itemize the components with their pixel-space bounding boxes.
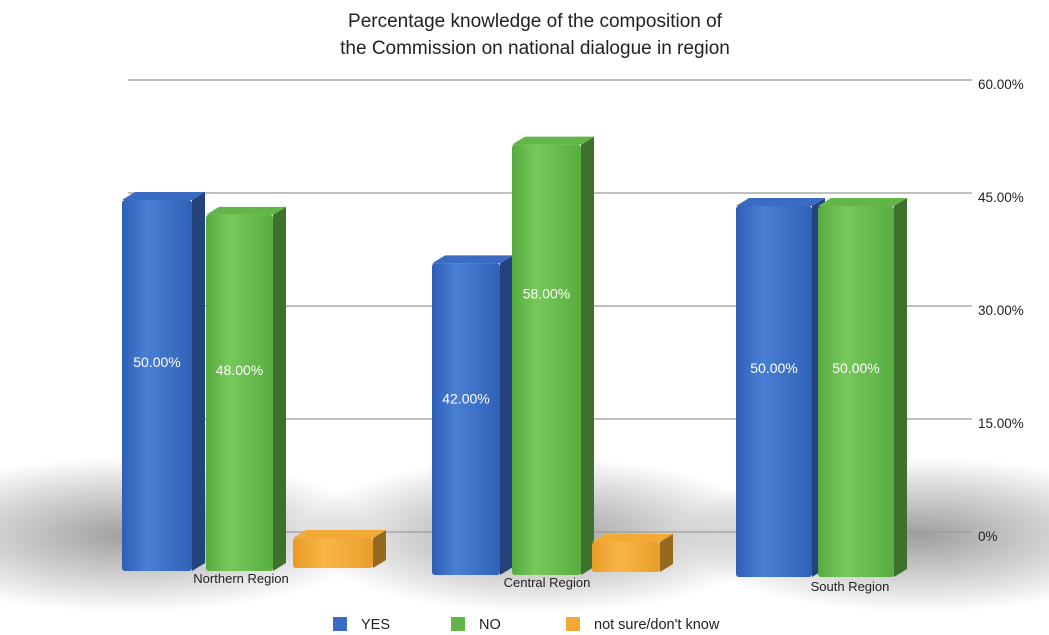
y-tick-label: 30.00% <box>978 303 1024 318</box>
data-label: 50.00% <box>750 360 797 376</box>
bar-not-sure-don-t-know-1 <box>293 530 386 568</box>
category-label: Central Region <box>504 575 591 590</box>
legend-label: NO <box>479 617 501 633</box>
chart-title: Percentage knowledge of the composition … <box>340 11 730 59</box>
bar-top-face <box>432 255 513 264</box>
data-label: 48.00% <box>216 362 263 378</box>
bar-side-face <box>581 136 594 575</box>
y-axis-ticks: 0% 15.00% 30.00% 45.00% 60.00% <box>978 77 1024 544</box>
bars <box>122 136 907 577</box>
legend: YES NO not sure/don't know <box>333 617 720 633</box>
bar-front-face <box>592 542 660 572</box>
bar-yes-3 <box>736 197 825 577</box>
data-label: 50.00% <box>133 354 180 370</box>
bar-front-face <box>818 205 894 577</box>
bar-top-face <box>592 534 673 542</box>
legend-swatch <box>333 617 347 631</box>
bar-top-face <box>293 530 386 538</box>
bar-yes-2 <box>432 255 513 575</box>
bar-side-face <box>894 197 907 577</box>
bar-not-sure-don-t-know-2 <box>592 534 673 572</box>
bar-no-3 <box>818 197 907 577</box>
legend-swatch <box>566 617 580 631</box>
bar-top-face <box>818 197 907 206</box>
bar-front-face <box>736 205 812 577</box>
legend-label: YES <box>361 617 390 633</box>
bar-front-face <box>206 214 273 571</box>
y-tick-label: 15.00% <box>978 416 1024 431</box>
bar-front-face <box>122 199 192 571</box>
bar-front-face <box>432 263 500 575</box>
bar-top-face <box>122 191 205 200</box>
y-tick-label: 60.00% <box>978 77 1024 92</box>
y-tick-label: 0% <box>978 529 998 544</box>
bar-side-face <box>192 191 205 571</box>
bar-side-face <box>660 534 673 572</box>
category-label: South Region <box>811 579 890 594</box>
bar-top-face <box>736 197 825 206</box>
bar-no-2 <box>512 136 594 575</box>
bar-side-face <box>273 206 286 571</box>
data-label: 58.00% <box>523 285 570 301</box>
bar-top-face <box>512 136 594 145</box>
bar-top-face <box>206 206 286 215</box>
data-labels: 50.00% 48.00% 42.00% 58.00% 50.00% 50.00% <box>133 285 879 406</box>
category-label: Northern Region <box>193 571 288 586</box>
chart-title-line-1: Percentage knowledge of the composition … <box>348 11 723 32</box>
category-labels: Northern Region Central Region South Regio… <box>193 571 889 594</box>
bar-yes-1 <box>122 191 205 571</box>
y-tick-label: 45.00% <box>978 190 1024 205</box>
chart-title-line-2: the Commission on national dialogue in r… <box>340 38 730 59</box>
bar-no-1 <box>206 206 286 571</box>
bar-front-face <box>512 144 581 575</box>
bar-side-face <box>500 255 513 575</box>
data-label: 50.00% <box>832 360 879 376</box>
legend-swatch <box>451 617 465 631</box>
data-label: 42.00% <box>442 391 489 407</box>
bar-front-face <box>293 538 373 568</box>
bar-side-face <box>373 530 386 568</box>
legend-label: not sure/don't know <box>594 617 720 633</box>
